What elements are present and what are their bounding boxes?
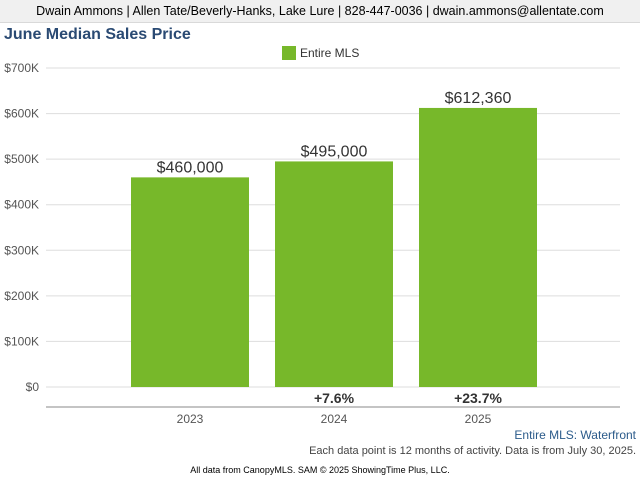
y-tick-label: $100K bbox=[4, 334, 39, 348]
y-tick-label: $0 bbox=[26, 380, 40, 394]
footer-credit: All data from CanopyMLS. SAM © 2025 Show… bbox=[190, 465, 450, 475]
y-axis-ticks: $0 $100K $200K $300K $400K $500K $600K $700K bbox=[4, 61, 39, 394]
data-note: Each data point is 12 months of activity… bbox=[309, 445, 636, 457]
value-label-2023: $460,000 bbox=[157, 159, 224, 176]
data-labels: $460,000 $495,000 $612,360 bbox=[157, 90, 512, 176]
y-tick-label: $500K bbox=[4, 152, 39, 166]
chart-title: June Median Sales Price bbox=[4, 26, 191, 43]
x-tick-label-2025: 2025 bbox=[465, 412, 492, 426]
legend-label: Entire MLS bbox=[300, 46, 360, 60]
legend: Entire MLS bbox=[282, 46, 359, 60]
bars bbox=[131, 107, 537, 388]
x-axis-ticks: 2023 2024 2025 bbox=[177, 412, 492, 426]
change-label-2025: +23.7% bbox=[454, 390, 502, 406]
y-tick-label: $700K bbox=[4, 61, 39, 75]
value-label-2024: $495,000 bbox=[301, 143, 368, 160]
legend-swatch bbox=[282, 46, 296, 60]
bar-2025 bbox=[419, 107, 537, 388]
change-labels: +7.6% +23.7% bbox=[314, 390, 503, 406]
filter-label: Entire MLS: Waterfront bbox=[514, 428, 636, 442]
x-tick-label-2024: 2024 bbox=[321, 412, 348, 426]
contact-text: Dwain Ammons | Allen Tate/Beverly-Hanks,… bbox=[36, 4, 604, 18]
contact-header: Dwain Ammons | Allen Tate/Beverly-Hanks,… bbox=[0, 0, 640, 23]
bar-2024 bbox=[275, 161, 393, 387]
bar-2023 bbox=[131, 177, 249, 387]
y-tick-label: $400K bbox=[4, 198, 39, 212]
y-tick-label: $300K bbox=[4, 243, 39, 257]
y-tick-label: $200K bbox=[4, 289, 39, 303]
y-tick-label: $600K bbox=[4, 107, 39, 121]
value-label-2025: $612,360 bbox=[445, 90, 512, 107]
x-tick-label-2023: 2023 bbox=[177, 412, 204, 426]
change-label-2024: +7.6% bbox=[314, 390, 355, 406]
